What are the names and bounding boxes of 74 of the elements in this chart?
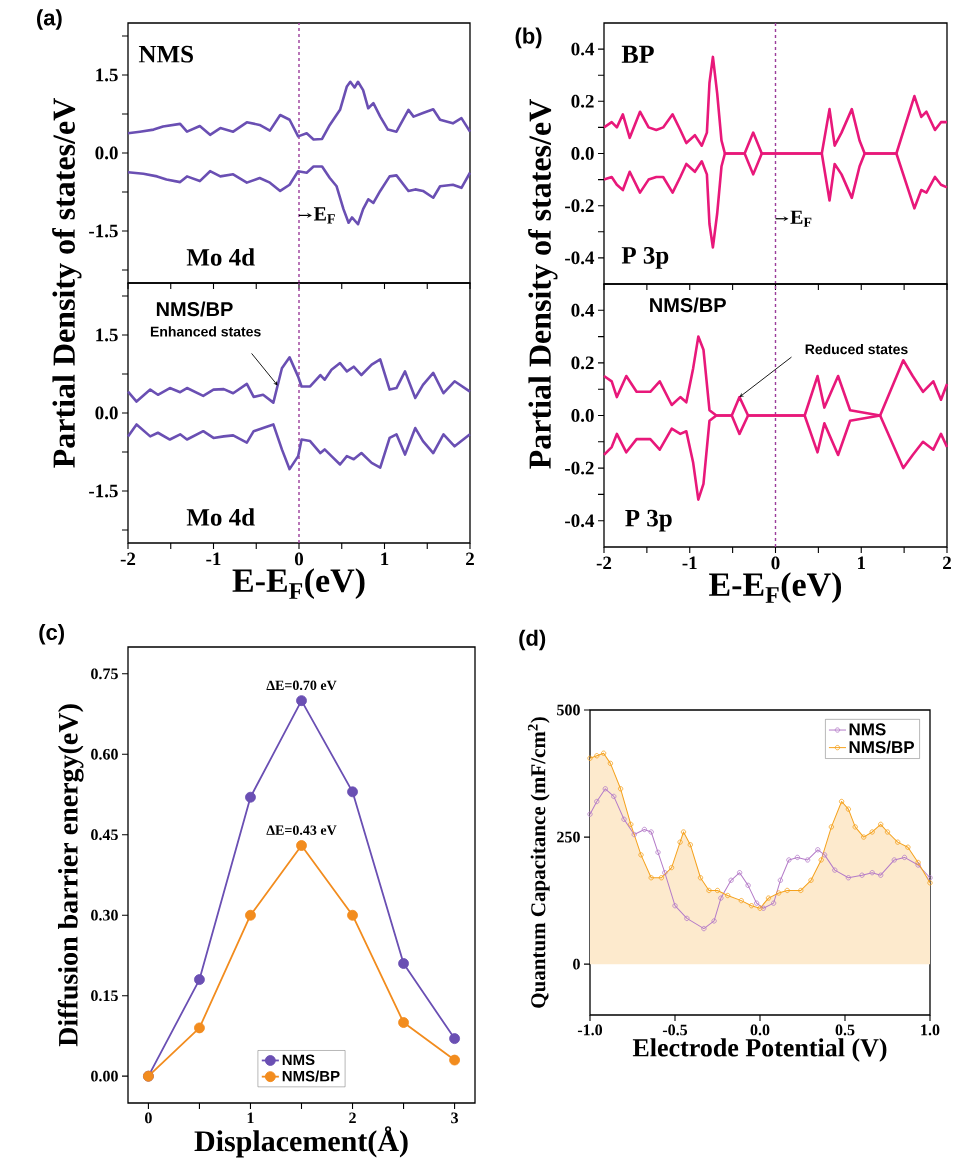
chart-title: (a) <box>36 9 62 30</box>
x-tick-label: -2 <box>596 556 612 570</box>
y-tick-label: 0.0 <box>571 147 594 160</box>
annotation: NMS/BP <box>156 301 233 317</box>
chart-title: (c) <box>39 623 64 645</box>
x-tick-label: -1.0 <box>577 1024 603 1036</box>
legend-label: NMS <box>849 723 886 736</box>
annotation: Reduced states <box>805 343 908 355</box>
annotation: Mo 4d <box>186 508 255 526</box>
annotation: NMS/BP <box>650 297 726 313</box>
y-tick-label: 0.30 <box>91 909 118 921</box>
y-tick-label: -0.2 <box>565 461 594 475</box>
x-tick-label: 1 <box>381 552 389 566</box>
x-tick-label: 1 <box>247 1112 254 1124</box>
y-axis-title: Partial Density of states/eV <box>528 99 558 469</box>
y-tick-label: 0.15 <box>91 990 118 1002</box>
y-tick-label: 0.0 <box>95 406 118 420</box>
x-tick-label: 0.5 <box>835 1024 855 1036</box>
annotation: NMS <box>138 45 193 63</box>
x-axis-title: E-E$_{F}$(eV) <box>709 572 842 604</box>
y-tick-label: 0.4 <box>571 42 595 56</box>
y-tick-label: 500 <box>557 704 580 716</box>
y-axis-title: Quantum Capacitance (mF/cm$^{2}$) <box>527 717 550 1008</box>
y-tick-label: 1.5 <box>96 68 118 82</box>
x-axis-title: Electrode Potential (V) <box>632 1038 887 1062</box>
legend-label: NMS <box>282 1054 315 1066</box>
y-tick-label: -0.2 <box>565 199 594 213</box>
y-tick-label: 250 <box>557 831 580 843</box>
legend-label: NMS/BP <box>282 1070 340 1082</box>
annotation: ΔE=0.43 eV <box>266 825 337 835</box>
y-tick-label: 0.0 <box>571 409 594 422</box>
annotation: P 3p <box>625 509 672 532</box>
ref-line-label: E$_{F}$ <box>313 207 335 224</box>
annotation: P 3p <box>621 246 669 269</box>
y-tick-label: -0.4 <box>565 514 595 528</box>
x-tick-label: 0 <box>771 556 780 570</box>
x-tick-label: 3 <box>451 1112 459 1124</box>
chart-title: (b) <box>515 27 542 49</box>
x-tick-label: 2 <box>943 556 951 570</box>
y-tick-label: 0.75 <box>91 668 118 680</box>
y-tick-label: 0.00 <box>91 1070 118 1082</box>
x-tick-label: 1 <box>858 556 866 570</box>
y-tick-label: 0.2 <box>571 94 594 108</box>
x-tick-label: -1 <box>206 552 221 566</box>
y-tick-label: -1.5 <box>89 224 118 238</box>
y-axis-title: Diffusion barrier energy(eV) <box>57 704 84 1047</box>
y-tick-label: 0.60 <box>91 748 118 760</box>
x-tick-label: 1.0 <box>921 1024 940 1036</box>
x-tick-label: 2 <box>349 1112 356 1124</box>
y-axis-title: Partial Density of states/eV <box>52 98 82 468</box>
x-tick-label: 2 <box>466 552 474 566</box>
x-tick-label: 0 <box>294 552 304 566</box>
x-axis-title: E-E$_{F}$(eV) <box>232 568 365 600</box>
y-tick-label: 0.4 <box>571 303 595 317</box>
y-tick-label: 0.0 <box>95 146 118 160</box>
x-tick-label: -0.5 <box>662 1024 688 1036</box>
annotation: BP <box>621 45 654 63</box>
y-tick-label: 1.5 <box>96 328 118 342</box>
annotation: Mo 4d <box>186 248 255 266</box>
ref-line-label: E$_{F}$ <box>790 210 812 227</box>
y-tick-label: 0 <box>573 958 580 970</box>
x-tick-label: -1 <box>682 556 697 570</box>
y-tick-label: -1.5 <box>89 484 118 498</box>
x-tick-label: -2 <box>120 552 136 566</box>
chart-title: (d) <box>519 629 546 651</box>
y-tick-label: 0.2 <box>571 356 594 370</box>
y-tick-label: 0.45 <box>91 829 118 841</box>
annotation: Enhanced states <box>150 326 261 337</box>
x-axis-title: Displacement(Å) <box>194 1126 408 1158</box>
legend-label: NMS/BP <box>849 740 915 754</box>
y-tick-label: -0.4 <box>565 251 595 265</box>
x-tick-label: 0.0 <box>750 1024 770 1036</box>
x-tick-label: 0 <box>145 1112 152 1124</box>
annotation: ΔE=0.70 eV <box>266 680 337 691</box>
